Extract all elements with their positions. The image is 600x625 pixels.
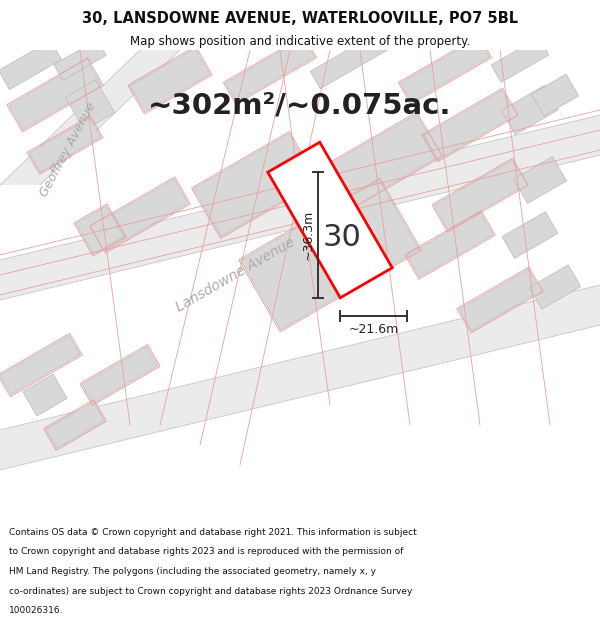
Text: HM Land Registry. The polygons (including the associated geometry, namely x, y: HM Land Registry. The polygons (includin… xyxy=(9,567,376,576)
Polygon shape xyxy=(0,50,180,185)
Polygon shape xyxy=(194,134,316,236)
Polygon shape xyxy=(401,38,490,102)
Polygon shape xyxy=(9,61,101,129)
Polygon shape xyxy=(532,74,578,116)
Polygon shape xyxy=(241,181,419,329)
Text: 30: 30 xyxy=(323,224,361,253)
Polygon shape xyxy=(23,374,67,416)
Polygon shape xyxy=(491,38,549,82)
Text: ~36.3m: ~36.3m xyxy=(302,210,315,260)
Polygon shape xyxy=(226,38,314,102)
Polygon shape xyxy=(407,213,493,277)
Polygon shape xyxy=(502,86,559,134)
Polygon shape xyxy=(459,269,541,331)
Polygon shape xyxy=(92,179,188,251)
Polygon shape xyxy=(514,157,566,203)
Polygon shape xyxy=(46,402,104,448)
Polygon shape xyxy=(434,161,526,229)
Polygon shape xyxy=(0,285,600,470)
Text: to Crown copyright and database rights 2023 and is reproduced with the permissio: to Crown copyright and database rights 2… xyxy=(9,548,403,556)
Text: Lansdowne Avenue: Lansdowne Avenue xyxy=(173,235,297,315)
Polygon shape xyxy=(529,265,581,309)
Text: 100026316.: 100026316. xyxy=(9,606,64,615)
Polygon shape xyxy=(310,31,389,89)
Text: ~302m²/~0.075ac.: ~302m²/~0.075ac. xyxy=(148,91,452,119)
Polygon shape xyxy=(329,114,440,206)
Polygon shape xyxy=(29,118,101,172)
Text: Geoffrey Avenue: Geoffrey Avenue xyxy=(38,101,98,199)
Text: Contains OS data © Crown copyright and database right 2021. This information is : Contains OS data © Crown copyright and d… xyxy=(9,528,417,537)
Text: co-ordinates) are subject to Crown copyright and database rights 2023 Ordnance S: co-ordinates) are subject to Crown copyr… xyxy=(9,586,412,596)
Polygon shape xyxy=(130,48,210,112)
Polygon shape xyxy=(65,80,115,130)
Polygon shape xyxy=(54,40,106,80)
Polygon shape xyxy=(0,115,600,300)
Polygon shape xyxy=(268,142,392,298)
Polygon shape xyxy=(0,41,61,89)
Text: Map shows position and indicative extent of the property.: Map shows position and indicative extent… xyxy=(130,35,470,48)
Polygon shape xyxy=(424,91,516,159)
Polygon shape xyxy=(502,212,558,258)
Text: ~21.6m: ~21.6m xyxy=(349,323,399,336)
Polygon shape xyxy=(0,336,80,394)
Polygon shape xyxy=(76,206,124,254)
Text: 30, LANSDOWNE AVENUE, WATERLOOVILLE, PO7 5BL: 30, LANSDOWNE AVENUE, WATERLOOVILLE, PO7… xyxy=(82,11,518,26)
Polygon shape xyxy=(82,347,158,403)
